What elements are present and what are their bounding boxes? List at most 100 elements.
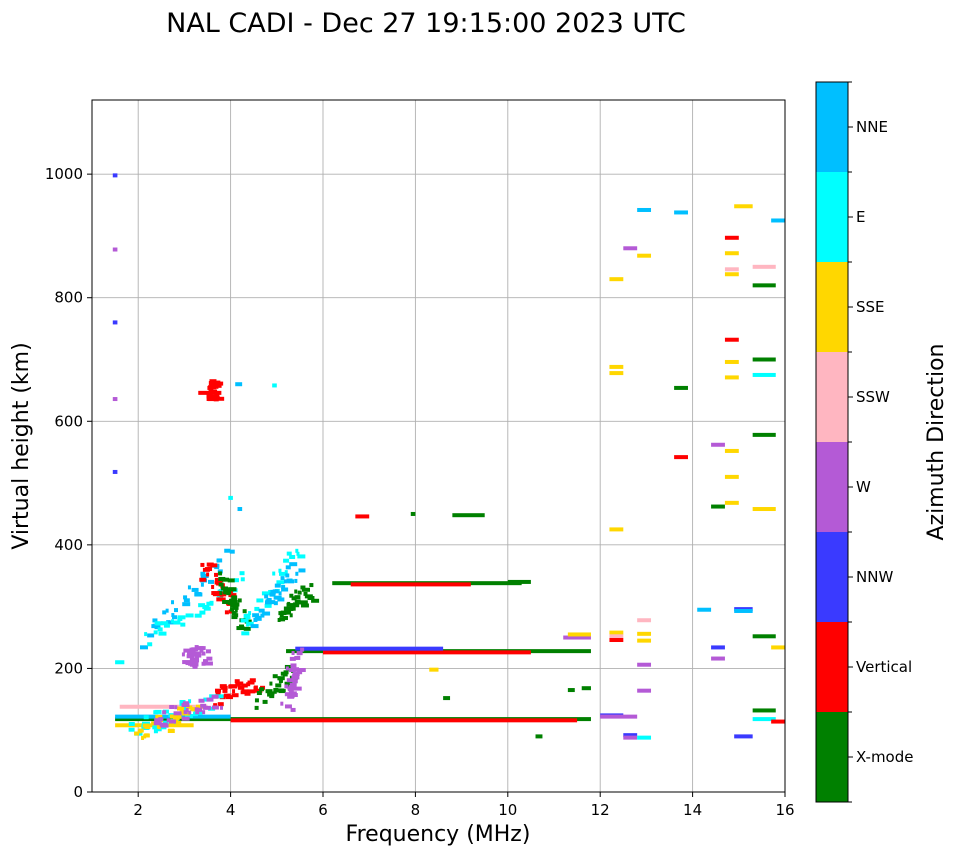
echo-point bbox=[277, 676, 281, 681]
echo-point bbox=[191, 587, 199, 592]
y-axis: 0 200 400 600 800 1000 bbox=[45, 165, 92, 801]
colorbar-category-label: NNE bbox=[856, 118, 888, 136]
echo-segment bbox=[752, 708, 776, 713]
echo-point bbox=[194, 613, 202, 618]
echo-segment bbox=[752, 432, 776, 437]
x-axis: 2 4 6 8 10 12 14 16 bbox=[133, 792, 795, 819]
echo-point bbox=[280, 671, 284, 676]
echo-point bbox=[167, 728, 175, 733]
echo-point bbox=[253, 685, 258, 690]
colorbar-swatch bbox=[816, 172, 848, 262]
echo-point bbox=[288, 606, 296, 611]
data-marks bbox=[112, 173, 785, 740]
echo-point bbox=[157, 725, 161, 730]
echo-point bbox=[154, 621, 163, 626]
echo-point bbox=[151, 624, 156, 629]
echo-point bbox=[211, 584, 215, 589]
echo-segment bbox=[637, 638, 652, 643]
echo-point bbox=[291, 596, 297, 601]
echo-point bbox=[273, 601, 278, 606]
echo-point bbox=[217, 558, 223, 563]
echo-point bbox=[284, 570, 288, 575]
echo-segment bbox=[507, 579, 531, 584]
echo-segment bbox=[237, 507, 243, 512]
echo-point bbox=[185, 714, 194, 719]
echo-point bbox=[256, 598, 264, 603]
echo-point bbox=[217, 381, 224, 386]
echo-segment bbox=[443, 696, 451, 701]
echo-segment bbox=[581, 686, 591, 691]
echo-point bbox=[290, 663, 297, 668]
echo-point bbox=[234, 608, 238, 613]
echo-point bbox=[283, 670, 289, 675]
echo-point bbox=[246, 682, 251, 687]
y-tick-label: 800 bbox=[54, 289, 83, 307]
echo-point bbox=[192, 663, 197, 668]
echo-point bbox=[241, 683, 248, 688]
echo-point bbox=[191, 658, 200, 663]
echo-segment bbox=[350, 582, 471, 587]
echo-point bbox=[281, 585, 286, 590]
echo-point bbox=[272, 674, 278, 679]
echo-point bbox=[182, 701, 189, 706]
echo-point bbox=[162, 720, 169, 725]
echo-point bbox=[214, 580, 218, 585]
echo-point bbox=[279, 571, 288, 576]
echo-segment bbox=[112, 247, 118, 252]
echo-point bbox=[247, 680, 255, 685]
echo-point bbox=[288, 687, 294, 692]
echo-point bbox=[229, 598, 238, 603]
echo-point bbox=[219, 684, 227, 689]
colorbar-swatch bbox=[816, 82, 848, 172]
colorbar-category-label: SSW bbox=[856, 388, 890, 406]
echo-point bbox=[197, 646, 204, 651]
echo-point bbox=[214, 688, 221, 693]
echo-point bbox=[171, 613, 175, 618]
echo-segment bbox=[771, 719, 785, 724]
echo-point bbox=[288, 685, 296, 690]
echo-segment bbox=[112, 320, 118, 325]
echo-point bbox=[267, 692, 274, 697]
echo-point bbox=[239, 571, 245, 576]
echo-point bbox=[265, 599, 269, 604]
echo-point bbox=[194, 645, 199, 650]
echo-segment bbox=[295, 646, 444, 651]
echo-point bbox=[286, 678, 295, 683]
echo-segment bbox=[272, 383, 277, 388]
echo-point bbox=[216, 597, 224, 602]
colorbar-swatch bbox=[816, 532, 848, 622]
echo-point bbox=[156, 727, 162, 732]
echo-segment bbox=[609, 364, 624, 369]
echo-point bbox=[244, 691, 251, 696]
echo-point bbox=[294, 595, 301, 600]
echo-point bbox=[202, 567, 210, 572]
echo-point bbox=[185, 613, 194, 618]
echo-point bbox=[222, 599, 231, 604]
echo-point bbox=[221, 597, 226, 602]
echo-segment bbox=[752, 717, 776, 722]
echo-point bbox=[287, 579, 295, 584]
echo-point bbox=[228, 593, 237, 598]
echo-point bbox=[294, 589, 298, 594]
x-tick-label: 16 bbox=[775, 801, 794, 819]
echo-point bbox=[201, 661, 206, 666]
echo-point bbox=[172, 615, 178, 620]
echo-point bbox=[171, 619, 175, 624]
y-tick-label: 200 bbox=[54, 659, 83, 677]
echo-point bbox=[186, 705, 193, 710]
echo-point bbox=[269, 681, 273, 686]
echo-point bbox=[162, 610, 167, 615]
echo-point bbox=[214, 572, 219, 577]
echo-point bbox=[279, 613, 284, 618]
echo-point bbox=[143, 715, 149, 720]
echo-segment bbox=[637, 688, 652, 693]
echo-point bbox=[194, 592, 202, 597]
echo-point bbox=[291, 693, 298, 698]
echo-point bbox=[261, 591, 270, 596]
echo-segment bbox=[734, 734, 753, 739]
echo-point bbox=[280, 576, 285, 581]
echo-point bbox=[217, 702, 224, 707]
echo-point bbox=[185, 661, 191, 666]
echo-point bbox=[211, 705, 219, 710]
